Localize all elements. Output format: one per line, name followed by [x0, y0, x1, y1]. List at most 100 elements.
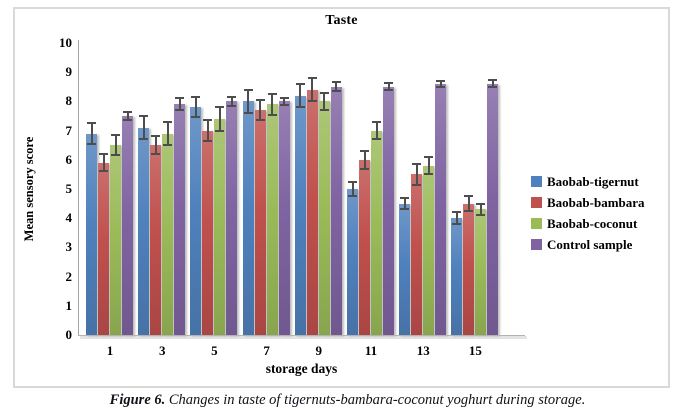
- error-bar-line: [375, 121, 378, 140]
- y-axis-title: Mean sensory score: [22, 136, 36, 242]
- error-bar-line: [363, 151, 366, 169]
- error-bar-line: [102, 153, 105, 172]
- error-bar-cap-top: [87, 122, 96, 125]
- y-tick-label-9: 9: [65, 64, 73, 80]
- x-axis-shadow: [80, 336, 527, 339]
- bar-control-sample-day-15: [487, 83, 499, 335]
- error-bar-cap-bottom: [111, 154, 120, 157]
- bar-baobab-coconut-day-7: [266, 104, 278, 335]
- error-bar-line: [403, 197, 406, 210]
- error-bar-line: [114, 134, 117, 156]
- error-bar-cap-top: [452, 211, 462, 214]
- error-bar-cap-bottom: [203, 139, 213, 142]
- y-tick-label-2: 2: [65, 268, 73, 284]
- error-bar-line: [166, 121, 169, 146]
- error-bar-cap-bottom: [348, 195, 357, 198]
- bar-control-sample-day-11: [383, 86, 394, 335]
- error-bar-cap-top: [191, 96, 201, 99]
- bar-control-sample-day-13: [435, 83, 447, 335]
- error-bar-line: [178, 98, 181, 111]
- x-tick-label-3: 3: [158, 343, 166, 358]
- x-axis-title: storage days: [265, 361, 338, 376]
- error-bar-cap-top: [243, 88, 253, 91]
- legend-swatch-icon: [531, 197, 542, 208]
- error-bar-cap-bottom: [295, 106, 305, 109]
- error-bar-cap-top: [227, 96, 237, 99]
- error-bar-cap-top: [488, 79, 498, 82]
- bar-baobab-bambara-day-15: [463, 203, 475, 335]
- bar-control-sample-day-3: [174, 104, 186, 335]
- error-bar-line: [90, 123, 93, 144]
- legend-swatch-icon: [531, 176, 542, 187]
- error-bar-cap-top: [279, 96, 289, 99]
- error-bar-cap-top: [123, 110, 132, 113]
- legend-item-baobab-tigernut: Baobab-tigernut: [531, 171, 645, 192]
- error-bar-cap-bottom: [424, 173, 434, 176]
- error-bar-cap-bottom: [175, 109, 185, 112]
- error-bar-cap-top: [436, 79, 446, 82]
- error-bar-line: [335, 82, 338, 92]
- y-tick-label-5: 5: [65, 181, 73, 196]
- legend-label: Baobab-tigernut: [547, 173, 639, 189]
- error-bar-line: [283, 97, 286, 105]
- bar-baobab-bambara-day-3: [150, 145, 162, 335]
- legend-item-control-sample: Control sample: [531, 234, 645, 255]
- bar-baobab-coconut-day-15: [475, 209, 487, 335]
- chart-title: Taste: [325, 13, 358, 28]
- bar-baobab-bambara-day-7: [254, 110, 266, 335]
- error-bar-cap-top: [99, 152, 108, 155]
- figure-caption: Figure 6. Changes in taste of tigernuts-…: [0, 392, 695, 409]
- error-bar-line: [323, 92, 326, 111]
- error-bar-cap-bottom: [331, 90, 341, 93]
- bar-baobab-bambara-day-5: [202, 130, 214, 335]
- error-bar-line: [230, 97, 233, 106]
- error-bar-cap-bottom: [87, 142, 96, 145]
- error-bar-cap-bottom: [139, 138, 149, 141]
- x-tick-label-15: 15: [468, 343, 482, 358]
- legend-item-baobab-bambara: Baobab-bambara: [531, 192, 645, 213]
- error-bar-line: [351, 181, 354, 197]
- error-bar-cap-top: [267, 93, 277, 96]
- error-bar-cap-bottom: [255, 119, 265, 122]
- bar-baobab-tigernut-day-11: [347, 189, 358, 335]
- error-bar-line: [479, 203, 482, 216]
- bar-control-sample-day-9: [330, 86, 342, 335]
- error-bar-line: [311, 78, 314, 102]
- error-bar-cap-top: [307, 77, 317, 80]
- error-bar-cap-bottom: [227, 104, 237, 107]
- bar-baobab-bambara-day-13: [411, 174, 423, 335]
- error-bar-cap-top: [139, 115, 149, 117]
- error-bar-cap-bottom: [163, 144, 173, 147]
- bar-baobab-coconut-day-13: [423, 165, 435, 335]
- error-bar-cap-top: [203, 119, 213, 122]
- error-bar-line: [206, 120, 209, 141]
- error-bar-cap-top: [348, 180, 357, 183]
- error-bar-cap-bottom: [360, 167, 369, 170]
- legend-swatch-icon: [531, 239, 542, 250]
- y-tick-label-3: 3: [65, 239, 73, 255]
- error-bar-cap-top: [476, 202, 486, 205]
- error-bar-cap-bottom: [307, 100, 317, 103]
- error-bar-line: [455, 212, 458, 225]
- error-bar-cap-top: [111, 133, 120, 136]
- figure-caption-number: Figure 6.: [109, 392, 166, 408]
- error-bar-cap-bottom: [191, 116, 201, 119]
- error-bar-cap-bottom: [319, 109, 329, 112]
- error-bar-line: [259, 99, 262, 121]
- x-tick-label-7: 7: [263, 343, 270, 358]
- y-tick-label-0: 0: [65, 327, 73, 342]
- error-bar-cap-top: [360, 150, 369, 153]
- error-bar-cap-bottom: [215, 129, 225, 132]
- bar-baobab-tigernut-day-3: [138, 127, 150, 335]
- bar-baobab-bambara-day-9: [306, 89, 318, 335]
- y-tick-label-7: 7: [65, 122, 73, 138]
- error-bar-cap-top: [175, 97, 185, 100]
- error-bar-cap-top: [400, 196, 410, 199]
- legend-label: Control sample: [547, 236, 633, 252]
- error-bar-cap-top: [255, 98, 265, 101]
- bar-control-sample-day-5: [226, 101, 238, 335]
- error-bar-line: [247, 89, 250, 114]
- error-bar-cap-bottom: [123, 119, 132, 122]
- error-bar-line: [142, 116, 145, 140]
- error-bar-cap-top: [464, 195, 474, 198]
